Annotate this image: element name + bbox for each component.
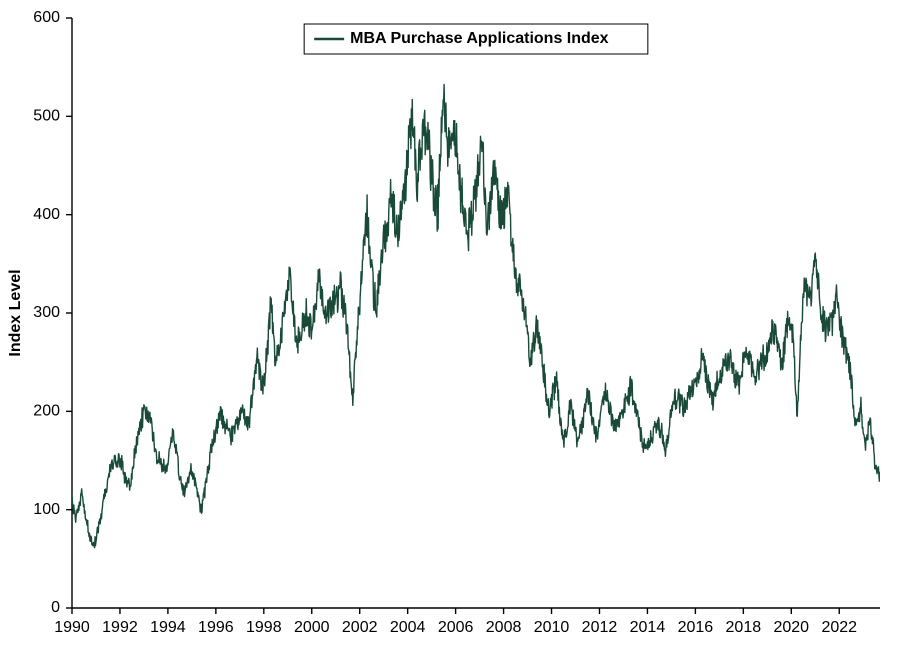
line-chart: 0 100 200 300 400 500 600 1990 1992 1994 1996 1998 2… — [0, 0, 900, 654]
y-tick-label: 300 — [33, 304, 60, 321]
y-axis-label: Index Level — [7, 269, 24, 356]
series-line-group — [72, 84, 880, 547]
axes: 0 100 200 300 400 500 600 1990 1992 1994 1996 1998 2… — [33, 9, 880, 636]
x-tick-label: 2020 — [773, 619, 809, 636]
y-tick-label: 400 — [33, 206, 60, 223]
x-tick-label: 1994 — [150, 619, 186, 636]
x-tick-label: 2012 — [582, 619, 618, 636]
x-tick-label: 2008 — [486, 619, 522, 636]
y-tick-label: 200 — [33, 403, 60, 420]
x-tick-label: 2000 — [294, 619, 330, 636]
x-tick-label: 2014 — [630, 619, 666, 636]
y-tick-label: 100 — [33, 501, 60, 518]
x-tick-label: 1996 — [198, 619, 234, 636]
x-tick-label: 2022 — [821, 619, 857, 636]
x-tick-label: 1992 — [102, 619, 138, 636]
y-tick-label: 500 — [33, 108, 60, 125]
legend: MBA Purchase Applications Index — [304, 24, 648, 54]
x-tick-label: 1990 — [54, 619, 90, 636]
x-tick-label: 2004 — [390, 619, 426, 636]
x-tick-label: 1998 — [246, 619, 282, 636]
x-tick-label: 2002 — [342, 619, 378, 636]
x-tick-label: 2010 — [534, 619, 570, 636]
y-tick-label: 0 — [51, 599, 60, 616]
chart-container: 0 100 200 300 400 500 600 1990 1992 1994 1996 1998 2… — [0, 0, 900, 654]
y-tick-label: 600 — [33, 9, 60, 26]
x-tick-label: 2016 — [678, 619, 714, 636]
x-tick-label: 2018 — [726, 619, 762, 636]
legend-label: MBA Purchase Applications Index — [350, 30, 609, 47]
series-line — [72, 84, 880, 547]
x-tick-label: 2006 — [438, 619, 474, 636]
